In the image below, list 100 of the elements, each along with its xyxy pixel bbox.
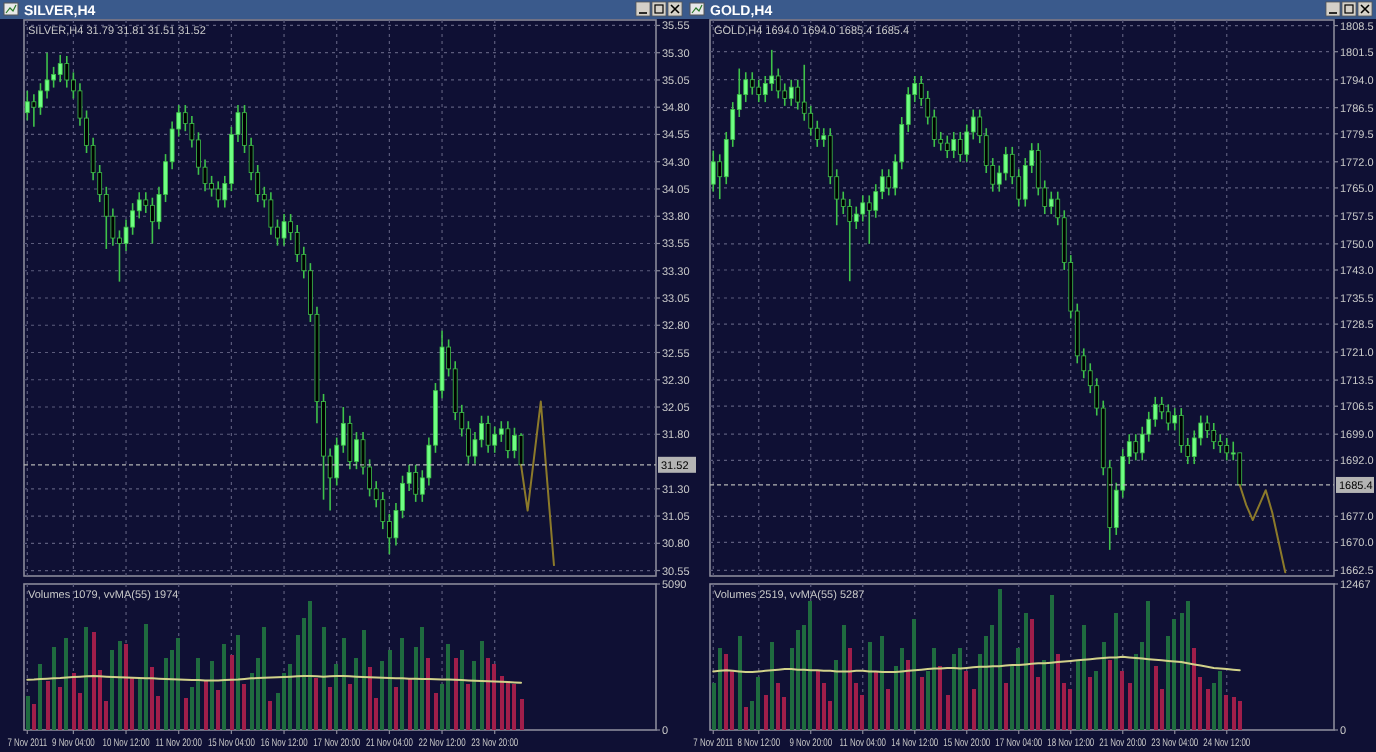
bar (998, 589, 1002, 730)
bar (906, 659, 910, 730)
bar (796, 630, 800, 730)
bar (314, 678, 318, 730)
bar (834, 659, 838, 730)
bar (1172, 618, 1176, 730)
bar (1120, 671, 1124, 730)
bar (1114, 612, 1118, 730)
bar (506, 681, 510, 730)
bar (454, 658, 458, 730)
bar (322, 626, 326, 730)
bar (1088, 677, 1092, 730)
bar (1068, 689, 1072, 730)
bar (1004, 683, 1008, 730)
bar (176, 638, 180, 730)
bar (354, 658, 358, 730)
bar (520, 699, 524, 730)
bar (770, 642, 774, 730)
bar (1186, 601, 1190, 730)
bar (460, 649, 464, 730)
candlestick (413, 464, 419, 503)
bar (816, 671, 820, 730)
bar (1218, 671, 1222, 730)
bar (328, 686, 332, 730)
candlestick (847, 198, 853, 283)
candlestick (492, 425, 498, 454)
bar (776, 683, 780, 730)
bar (842, 624, 846, 730)
line-series (712, 655, 1241, 674)
bar (348, 684, 352, 730)
bar (946, 694, 950, 730)
bar (380, 661, 384, 730)
bar (880, 636, 884, 730)
candlestick (518, 432, 524, 467)
bar (1016, 648, 1020, 730)
bar (446, 643, 450, 730)
bar (236, 635, 240, 730)
bar (900, 648, 904, 730)
bar (58, 686, 62, 730)
candlestick (749, 71, 755, 96)
bar (972, 689, 976, 730)
bar (764, 694, 768, 730)
bar (242, 684, 246, 730)
candlestick (1133, 433, 1139, 462)
candlestick (505, 420, 511, 460)
bar (1192, 648, 1196, 730)
bar (808, 601, 812, 730)
bar (492, 664, 496, 730)
candlestick (944, 134, 950, 159)
candlestick (512, 426, 517, 460)
bar (394, 686, 398, 730)
bar (1050, 595, 1054, 730)
bar (408, 678, 412, 730)
bar (1206, 689, 1210, 730)
bar (388, 649, 392, 730)
bar (990, 624, 994, 730)
bar (920, 677, 924, 730)
bar (886, 689, 890, 730)
bar (420, 626, 424, 730)
bar (964, 671, 968, 730)
candlestick (143, 191, 149, 214)
candlestick (1224, 437, 1230, 462)
bar (724, 653, 728, 730)
bar (52, 646, 56, 730)
bar (144, 623, 148, 730)
bar (1108, 659, 1112, 730)
bar (1082, 624, 1086, 730)
bar (1224, 694, 1228, 730)
bar (216, 689, 220, 730)
bar (362, 629, 366, 730)
bar (222, 643, 226, 730)
candlestick (886, 168, 892, 197)
bar (1024, 612, 1028, 730)
bar (1042, 659, 1046, 730)
bar (334, 664, 338, 730)
candlestick (215, 180, 221, 209)
bar (480, 641, 484, 730)
bar (184, 698, 188, 730)
candlestick (788, 78, 794, 107)
bar (308, 600, 312, 730)
bar (1094, 671, 1098, 730)
candlestick (150, 196, 155, 245)
bar (472, 661, 476, 730)
candlestick (1211, 422, 1217, 450)
candlestick (354, 431, 359, 470)
bar (486, 658, 490, 730)
bar (124, 643, 128, 730)
bar (64, 638, 68, 730)
bar (230, 655, 234, 730)
bar (738, 636, 742, 730)
candlestick (281, 213, 287, 247)
bar (434, 692, 438, 730)
bar (164, 658, 168, 730)
candlestick (951, 131, 957, 159)
bar (400, 638, 404, 730)
bar (848, 648, 852, 730)
candlestick (64, 55, 70, 89)
bar (1102, 642, 1106, 730)
candlestick (31, 93, 37, 128)
bar (38, 664, 42, 730)
